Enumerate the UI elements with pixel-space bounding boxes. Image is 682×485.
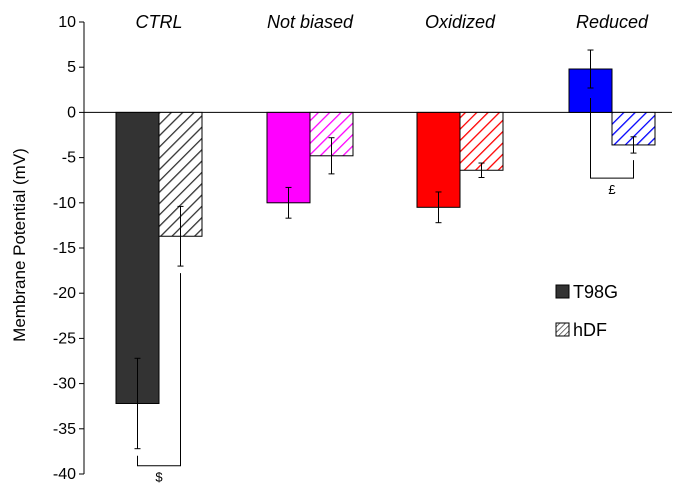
category-labels: CTRL Not biased Oxidized Reduced (135, 12, 649, 32)
error-bars (134, 49, 637, 450)
y-tick-label: 0 (67, 104, 76, 121)
bars (115, 68, 656, 404)
y-tick-label: -40 (53, 466, 76, 483)
legend-swatch-t98g (555, 284, 570, 299)
y-tick-label: 5 (67, 59, 76, 76)
significance-symbol-ctrl: $ (155, 470, 163, 485)
legend-swatch-hdf (555, 322, 570, 337)
y-tick-label: -5 (62, 150, 76, 167)
legend-label-hdf: hDF (573, 320, 607, 340)
y-tick-label: -20 (53, 285, 76, 302)
error-bar-hdf-ctrl (177, 205, 184, 267)
error-bar-hdf-not-biased (328, 137, 335, 175)
category-label-reduced: Reduced (576, 12, 649, 32)
legend: T98G hDF (555, 282, 618, 340)
legend-item-hdf: hDF (555, 320, 607, 340)
error-bar-t98g-reduced (587, 49, 594, 89)
y-tick-label: -25 (53, 330, 76, 347)
significance-symbol-reduced: £ (608, 182, 616, 197)
error-bar-t98g-ctrl (134, 357, 141, 450)
significance-bracket-ctrl (137, 273, 181, 467)
y-tick-label: 10 (58, 14, 76, 31)
bar-hdf-oxidized (459, 111, 504, 171)
error-bar-t98g-not-biased (285, 186, 292, 219)
category-label-oxidized: Oxidized (425, 12, 496, 32)
legend-item-t98g: T98G (555, 282, 618, 302)
category-label-not-biased: Not biased (267, 12, 354, 32)
y-tick-label: -35 (53, 421, 76, 438)
significance-brackets: $£ (137, 97, 634, 485)
legend-label-t98g: T98G (573, 282, 618, 302)
y-tick-label: -15 (53, 240, 76, 257)
category-label-ctrl: CTRL (135, 12, 182, 32)
y-axis-title: Membrane Potential (mV) (10, 148, 29, 342)
error-bar-hdf-oxidized (478, 162, 485, 178)
bar-t98g-ctrl (115, 111, 160, 404)
error-bar-hdf-reduced (630, 136, 637, 154)
y-tick-label: -30 (53, 376, 76, 393)
y-axis: 10 5 0 -5 -10 -15 -20 -25 -30 -35 -40 (53, 14, 672, 483)
significance-bracket-reduced (590, 97, 634, 179)
y-tick-label: -10 (53, 195, 76, 212)
error-bar-t98g-oxidized (435, 191, 442, 224)
